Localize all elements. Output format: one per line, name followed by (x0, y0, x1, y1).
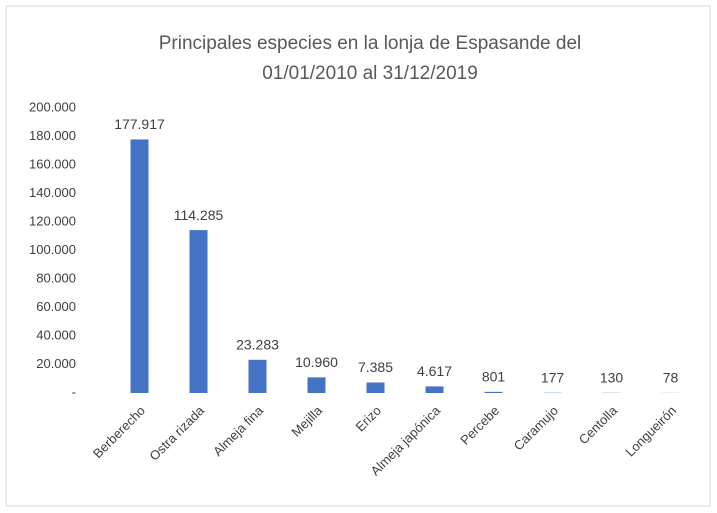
chart-title: 01/01/2010 al 31/12/2019 (262, 63, 478, 84)
bar (425, 386, 444, 393)
value-label: 177 (541, 369, 565, 385)
value-label: 23.283 (236, 337, 279, 353)
value-label: 130 (600, 370, 624, 386)
bar (130, 139, 149, 393)
y-tick-label: 180.000 (29, 128, 76, 143)
bar (484, 391, 503, 393)
chart-title: Principales especies en la lonja de Espa… (159, 33, 582, 54)
y-tick-label: 140.000 (29, 185, 76, 200)
bar (189, 230, 208, 393)
y-tick-label: 20.000 (36, 356, 76, 371)
value-label: 801 (482, 369, 506, 385)
y-tick-label: 100.000 (29, 242, 76, 257)
value-label: 7.385 (358, 359, 393, 375)
bar (366, 382, 385, 393)
value-label: 177.917 (114, 116, 165, 132)
y-tick-label: 60.000 (36, 299, 76, 314)
y-tick-label: 40.000 (36, 327, 76, 342)
y-tick-label: 160.000 (29, 156, 76, 171)
value-label: 114.285 (174, 207, 224, 223)
bar (307, 377, 326, 393)
value-label: 10.960 (295, 354, 338, 370)
value-label: 78 (663, 370, 679, 386)
chart-frame (5, 5, 711, 507)
value-label: 4.617 (417, 363, 452, 379)
bar (248, 359, 267, 393)
y-tick-label: 120.000 (29, 213, 76, 228)
y-tick-label: 200.000 (29, 99, 76, 114)
y-tick-label: 80.000 (36, 270, 76, 285)
y-tick-label: - (72, 384, 76, 399)
